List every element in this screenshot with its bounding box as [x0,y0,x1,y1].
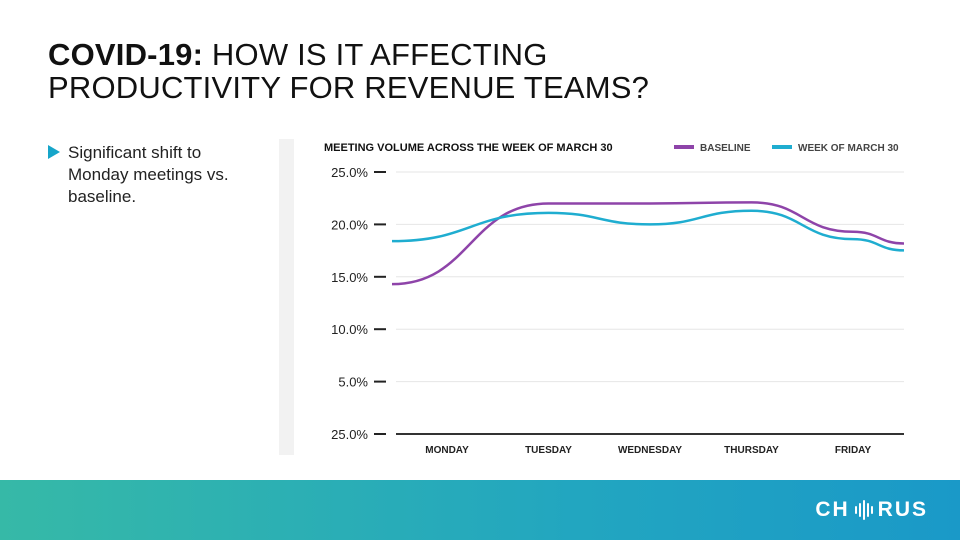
legend-label: BASELINE [700,143,751,154]
x-category-label: THURSDAY [724,445,779,456]
footer-bar: CH RUS [0,480,960,540]
x-category-label: FRIDAY [835,445,872,456]
logo-text-right: RUS [877,498,928,521]
y-tick-label: 20.0% [331,217,368,232]
title-bold: COVID-19: [48,37,204,72]
x-category-label: WEDNESDAY [618,445,682,456]
line-chart: MEETING VOLUME ACROSS THE WEEK OF MARCH … [324,142,905,456]
legend-label: WEEK OF MARCH 30 [798,143,899,154]
y-axis: 25.0% 20.0% 15.0% 10.0% 5.0% 25.0% [331,165,386,442]
series-line-baseline [391,201,905,286]
bullet-point: Significant shift to Monday meetings vs.… [48,142,248,208]
sound-wave-icon [854,499,874,521]
chart-series [391,201,905,286]
y-tick-label: 15.0% [331,270,368,285]
bullet-triangle-icon [48,145,60,159]
bullet-text: Significant shift to Monday meetings vs.… [68,143,229,206]
chorus-logo: CH RUS [815,498,928,522]
x-category-label: TUESDAY [525,445,572,456]
title-rest: HOW IS IT AFFECTING [203,37,548,72]
chart-grid [396,171,904,435]
y-tick-label: 10.0% [331,322,368,337]
series-line-week-of-march-30 [391,209,905,252]
x-category-label: MONDAY [425,445,469,456]
page-title: COVID-19: HOW IS IT AFFECTING PRODUCTIVI… [48,38,928,104]
y-tick-label: 5.0% [338,375,368,390]
x-axis: MONDAY TUESDAY WEDNESDAY THURSDAY FRIDAY [425,445,871,456]
chart-title: MEETING VOLUME ACROSS THE WEEK OF MARCH … [324,142,613,154]
chart-side-panel [279,139,294,455]
y-tick-label: 25.0% [331,165,368,180]
y-tick-label: 25.0% [331,427,368,442]
title-line2: PRODUCTIVITY FOR REVENUE TEAMS? [48,70,650,105]
logo-text-left: CH [815,498,850,521]
chart-legend: BASELINE WEEK OF MARCH 30 [674,143,899,154]
